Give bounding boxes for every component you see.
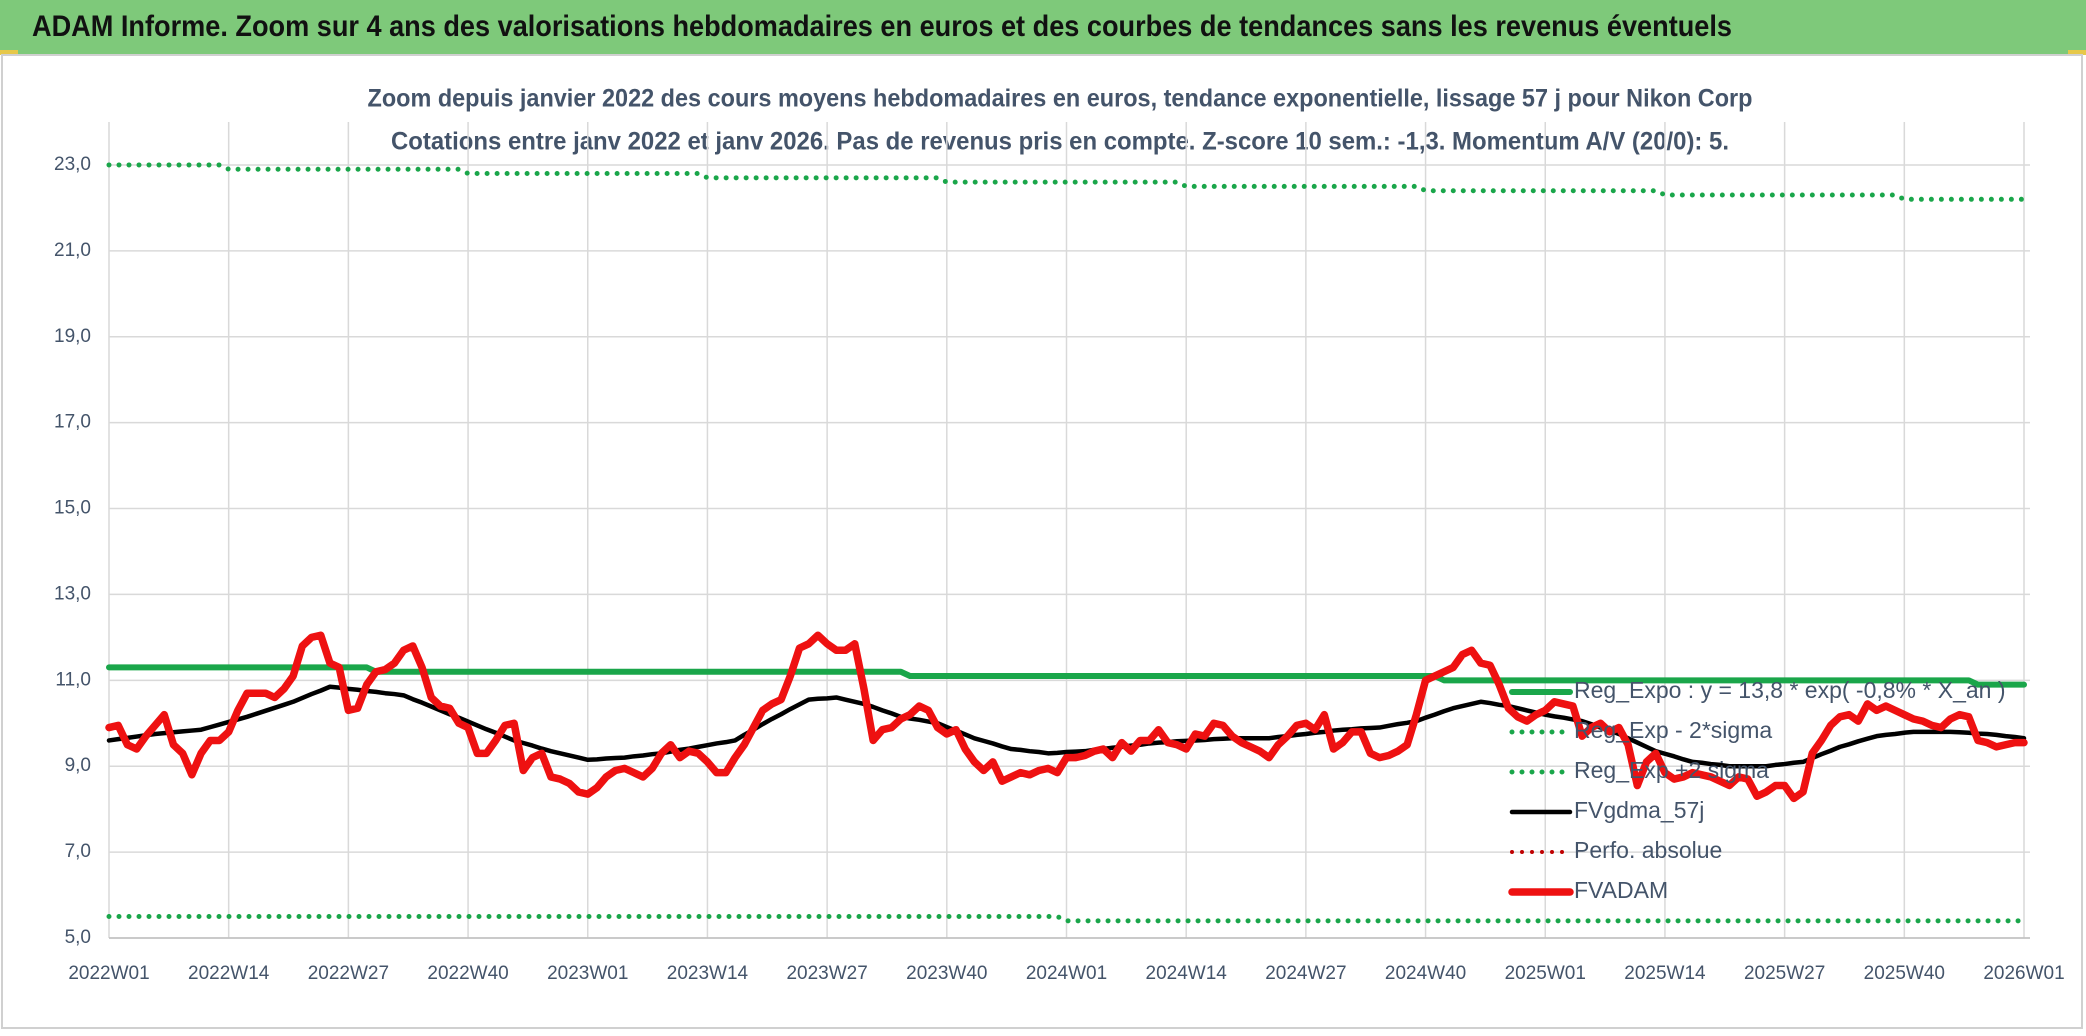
legend-label: Reg_Exp +2 sigma	[1574, 757, 1769, 783]
x-tick-label: 2022W40	[427, 963, 508, 984]
x-tick-label: 2025W27	[1744, 963, 1825, 984]
header-corner	[2068, 50, 2086, 55]
x-tick-label: 2025W14	[1624, 963, 1706, 984]
y-tick-label: 19,0	[54, 326, 91, 347]
header-corner	[0, 50, 18, 55]
x-tick-label: 2024W01	[1026, 963, 1107, 984]
x-tick-label: 2022W14	[188, 963, 270, 984]
x-tick-label: 2024W27	[1265, 963, 1346, 984]
x-tick-label: 2025W01	[1505, 963, 1586, 984]
x-tick-label: 2023W40	[906, 963, 987, 984]
page-title: ADAM Informe. Zoom sur 4 ans des valoris…	[32, 10, 1732, 43]
series-line	[106, 162, 2027, 202]
x-tick-label: 2023W27	[786, 963, 867, 984]
chart-frame	[1, 54, 2083, 1029]
y-tick-label: 11,0	[55, 669, 91, 690]
x-tick-label: 2023W14	[667, 963, 749, 984]
series-line	[106, 664, 2027, 688]
x-tick-label: 2026W01	[1983, 963, 2064, 984]
chart-subtitle: Cotations entre janv 2022 et janv 2026. …	[391, 128, 1729, 156]
legend-label: Reg_Exp - 2*sigma	[1574, 717, 1772, 743]
y-tick-label: 15,0	[54, 498, 91, 519]
y-tick-label: 17,0	[54, 412, 91, 433]
series-line	[106, 914, 2027, 924]
y-tick-label: 7,0	[65, 841, 91, 862]
y-tick-label: 13,0	[54, 583, 91, 604]
header-bar	[0, 0, 2086, 54]
x-tick-label: 2024W14	[1146, 963, 1228, 984]
series-line	[106, 684, 2027, 769]
chart-title: Zoom depuis janvier 2022 des cours moyen…	[368, 85, 1753, 113]
x-tick-label: 2022W27	[308, 963, 389, 984]
y-tick-label: 23,0	[54, 154, 91, 175]
y-tick-label: 9,0	[65, 755, 91, 776]
legend-label: Reg_Expo : y = 13,8 * exp( -0,8% * X_an …	[1574, 677, 2006, 703]
legend-label: FVgdma_57j	[1574, 797, 1704, 823]
x-tick-label: 2022W01	[68, 963, 149, 984]
legend-label: FVADAM	[1574, 877, 1668, 903]
y-tick-label: 21,0	[54, 240, 91, 261]
series-line	[105, 631, 2028, 803]
legend-label: Perfo. absolue	[1574, 837, 1722, 863]
y-tick-label: 5,0	[65, 927, 91, 948]
x-tick-label: 2023W01	[547, 963, 628, 984]
x-tick-label: 2025W40	[1864, 963, 1945, 984]
x-tick-label: 2024W40	[1385, 963, 1466, 984]
